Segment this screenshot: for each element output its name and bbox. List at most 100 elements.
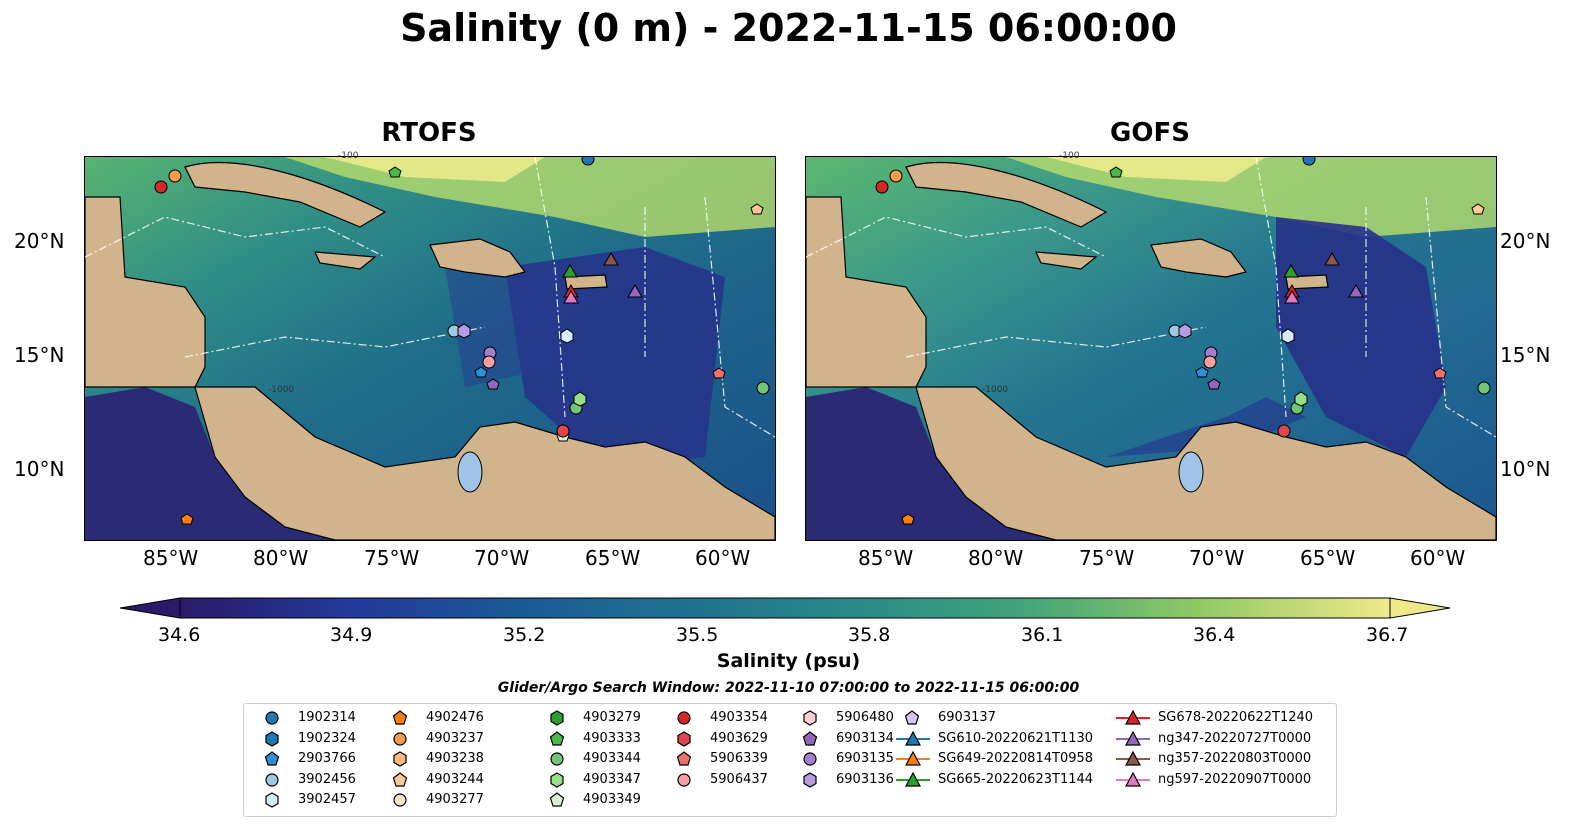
circle-marker-icon <box>265 711 279 725</box>
gofs-map-canvas <box>806 157 1496 540</box>
cb-tick-35-2: 35.2 <box>503 624 546 646</box>
central-america-land <box>85 196 206 388</box>
cb-tick-35-8: 35.8 <box>848 624 891 646</box>
hexagon-marker-icon <box>803 771 817 788</box>
lat-tick-20n-left: 20°N <box>14 229 65 253</box>
rtofs-salinity-map[interactable] <box>84 156 776 541</box>
legend-label: 4903344 <box>583 751 641 766</box>
gofs-contour-label-1000: -1000 <box>982 385 1009 395</box>
legend-label: 4903354 <box>710 710 768 725</box>
hexagon-marker-icon <box>550 771 564 788</box>
rtofs-lon-tick-75w: 75°W <box>364 546 420 570</box>
circle-marker-icon <box>393 793 407 807</box>
triangle-marker-icon <box>1116 750 1150 766</box>
legend-label: 4902476 <box>426 710 484 725</box>
rtofs-lon-tick-60w: 60°W <box>695 546 751 570</box>
legend-label: SG610-20220621T1130 <box>938 730 1094 746</box>
hexagon-marker-icon <box>677 730 691 747</box>
legend-label: 4903629 <box>710 730 768 746</box>
lat-tick-15n-left: 15°N <box>14 343 65 367</box>
legend-label: 4903349 <box>583 792 641 807</box>
legend-label: SG665-20220623T1144 <box>938 771 1094 787</box>
legend-label: ng597-20220907T0000 <box>1158 771 1312 787</box>
gofs-argo-markers <box>875 157 1491 525</box>
rtofs-contour-label-1000: -1000 <box>268 385 295 395</box>
pentagon-marker-icon <box>676 751 692 766</box>
gofs-contour-label-100: -100 <box>1059 151 1080 161</box>
jamaica-land <box>314 251 377 270</box>
legend-label: 6903137 <box>938 710 996 725</box>
pentagon-marker-icon <box>904 710 920 725</box>
circle-marker-icon <box>803 752 817 766</box>
colorbar-extend-low <box>120 597 181 619</box>
cb-tick-36-1: 36.1 <box>1021 624 1064 646</box>
cb-tick-36-7: 36.7 <box>1366 624 1409 646</box>
rtofs-lon-tick-70w: 70°W <box>474 546 530 570</box>
legend-label: ng347-20220727T0000 <box>1158 730 1312 746</box>
hexagon-marker-icon <box>265 730 279 747</box>
rtofs-lon-tick-65w: 65°W <box>585 546 641 570</box>
colorbar-label: Salinity (psu) <box>716 650 861 672</box>
cb-tick-34-9: 34.9 <box>330 624 373 646</box>
lat-tick-10n-right: 10°N <box>1500 457 1551 481</box>
legend-label: 5906339 <box>710 751 768 766</box>
gofs-lon-tick-80w: 80°W <box>968 546 1024 570</box>
cb-tick-36-4: 36.4 <box>1193 624 1236 646</box>
pentagon-marker-icon <box>392 771 408 787</box>
circle-marker-icon <box>677 772 691 787</box>
legend-label: 4903277 <box>426 792 484 807</box>
gofs-lon-tick-70w: 70°W <box>1189 546 1245 570</box>
pentagon-marker-icon <box>802 730 818 746</box>
cb-tick-35-5: 35.5 <box>676 624 719 646</box>
triangle-marker-icon <box>1116 730 1150 746</box>
rtofs-lon-tick-85w: 85°W <box>143 546 199 570</box>
rtofs-argo-markers <box>154 157 770 525</box>
triangle-marker-icon <box>896 771 930 787</box>
hispaniola-land <box>429 238 527 278</box>
circle-marker-icon <box>677 711 691 725</box>
legend: 1902314 1902324 2903766 3902456 3902457 49024… <box>243 703 1337 817</box>
pentagon-marker-icon <box>392 710 408 725</box>
puerto-rico-land <box>564 274 608 290</box>
rtofs-map-canvas <box>85 157 775 540</box>
hexagon-marker-icon <box>550 710 564 726</box>
legend-label: 5906437 <box>710 771 768 787</box>
circle-marker-icon <box>393 731 407 746</box>
pentagon-marker-icon <box>549 730 565 746</box>
search-window-note: Glider/Argo Search Window: 2022-11-10 07… <box>497 680 1080 696</box>
legend-label: 4903237 <box>426 730 484 746</box>
lat-tick-15n-right: 15°N <box>1500 343 1551 367</box>
circle-marker-icon <box>265 772 279 787</box>
gofs-panel-title: GOFS <box>1110 118 1190 148</box>
legend-label: 4903238 <box>426 751 484 766</box>
low-salinity-region <box>505 247 725 467</box>
triangle-marker-icon <box>896 750 930 766</box>
salinity-colorbar <box>120 597 1451 619</box>
rtofs-lon-tick-80w: 80°W <box>253 546 309 570</box>
hexagon-marker-icon <box>265 792 279 808</box>
gofs-lon-tick-85w: 85°W <box>858 546 914 570</box>
rtofs-panel-title: RTOFS <box>381 118 477 148</box>
legend-label: ng357-20220803T0000 <box>1158 751 1312 766</box>
figure-title: Salinity (0 m) - 2022-11-15 06:00:00 <box>400 6 1177 50</box>
legend-label: 3902457 <box>298 792 356 807</box>
hexagon-marker-icon <box>803 710 817 726</box>
legend-label: 4903244 <box>426 771 484 787</box>
legend-label: 4903279 <box>583 710 641 725</box>
gofs-lon-tick-65w: 65°W <box>1300 546 1356 570</box>
hexagon-marker-icon <box>393 751 407 767</box>
legend-label: 6903135 <box>836 751 894 766</box>
gofs-lon-tick-75w: 75°W <box>1079 546 1135 570</box>
legend-label: 1902314 <box>298 710 356 725</box>
rtofs-contour-label-100: -100 <box>338 151 359 161</box>
legend-label: 3902456 <box>298 771 356 787</box>
lake-maracaibo <box>457 451 483 493</box>
colorbar-extend-high <box>1389 597 1451 619</box>
gofs-salinity-map[interactable] <box>805 156 1497 541</box>
legend-label: 6903134 <box>836 730 894 746</box>
lat-tick-20n-right: 20°N <box>1500 229 1551 253</box>
legend-label: 4903333 <box>583 730 641 746</box>
south-america-land <box>194 386 775 540</box>
lat-tick-10n-left: 10°N <box>14 457 65 481</box>
triangle-marker-icon <box>896 730 930 746</box>
